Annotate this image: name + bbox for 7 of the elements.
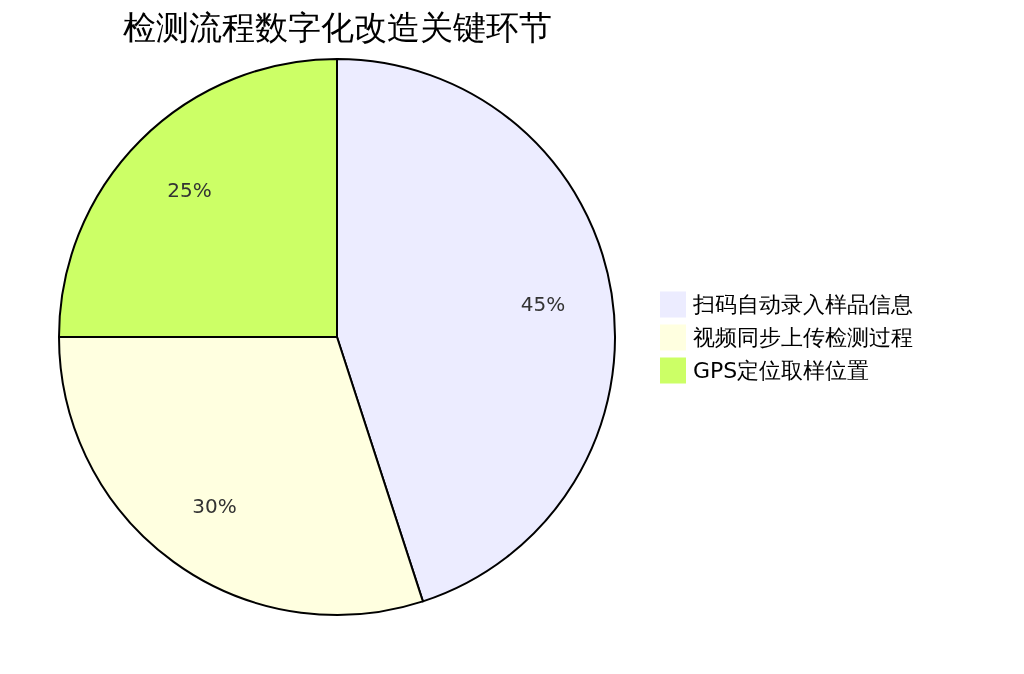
- data-label: 45%: [520, 292, 566, 317]
- data-label: 30%: [192, 493, 237, 518]
- legend-label: GPS定位取样位置: [693, 358, 870, 383]
- legend-label: 扫码自动录入样品信息: [692, 292, 913, 317]
- chart-title: 检测流程数字化改造关键环节: [122, 8, 552, 47]
- data-label: 25%: [167, 177, 212, 202]
- legend-label: 视频同步上传检测过程: [693, 325, 913, 350]
